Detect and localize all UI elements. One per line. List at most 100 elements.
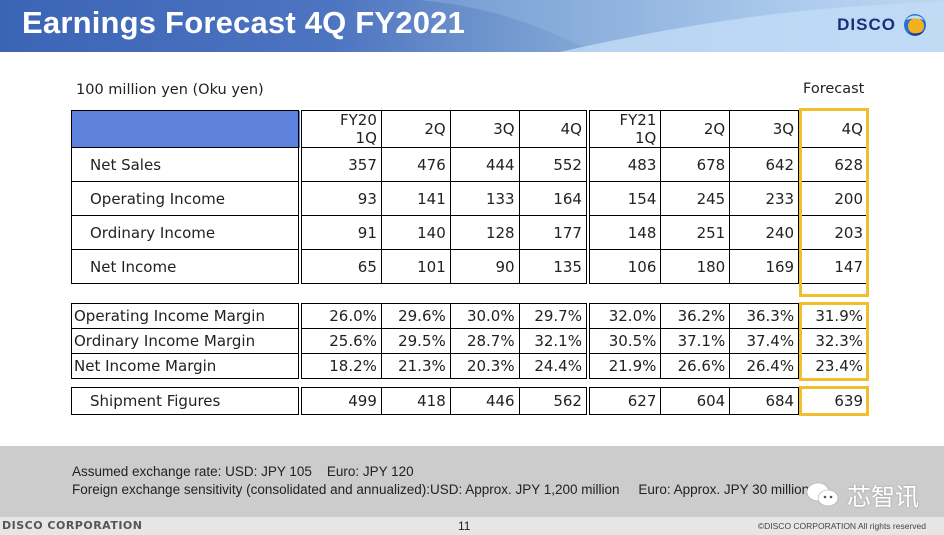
- forecast-value-cell: 203: [798, 215, 868, 250]
- margin-row: Net Income Margin 18.2% 21.3% 20.3% 24.4% 21.…: [71, 353, 868, 379]
- watermark: 芯智讯: [805, 477, 919, 512]
- financials-row: Net Income 65 101 90 135 106 180 169 147: [71, 249, 868, 284]
- forecast-value-cell: 32.3%: [798, 328, 868, 354]
- value-cell: 101: [380, 249, 451, 284]
- row-label: Net Income Margin: [71, 353, 303, 379]
- value-cell: 106: [587, 249, 662, 284]
- value-cell: 128: [449, 215, 520, 250]
- margin-row: Ordinary Income Margin 25.6% 29.5% 28.7% 32.…: [71, 328, 868, 354]
- value-cell: 65: [299, 249, 382, 284]
- column-header: 2Q: [380, 110, 451, 148]
- value-cell: 678: [660, 147, 731, 182]
- watermark-text: 芯智讯: [847, 483, 919, 511]
- value-cell: 552: [518, 147, 590, 182]
- value-cell: 140: [380, 215, 451, 250]
- value-cell: 604: [660, 387, 731, 415]
- value-cell: 21.9%: [587, 353, 662, 379]
- disco-logo: DISCO: [837, 12, 928, 38]
- value-cell: 32.1%: [518, 328, 590, 354]
- row-label: Shipment Figures: [71, 387, 303, 415]
- fx-sensitivity-note: Foreign exchange sensitivity (consolidat…: [72, 482, 810, 497]
- value-cell: 240: [729, 215, 800, 250]
- value-cell: 26.4%: [729, 353, 800, 379]
- header-wave-decoration: [420, 0, 944, 52]
- forecast-value-cell: 147: [798, 249, 868, 284]
- row-label: Ordinary Income Margin: [71, 328, 303, 354]
- fx-notes-band: [0, 446, 944, 517]
- value-cell: 446: [449, 387, 520, 415]
- row-label: Operating Income Margin: [71, 303, 303, 329]
- shipments-body: Shipment Figures 499 418 446 562 627 604 684 639: [71, 387, 868, 415]
- value-cell: 21.3%: [380, 353, 451, 379]
- shipments-table: Shipment Figures 499 418 446 562 627 604 684 639: [71, 387, 868, 415]
- value-cell: 37.1%: [660, 328, 731, 354]
- value-cell: 483: [587, 147, 662, 182]
- forecast-label: Forecast: [803, 81, 865, 97]
- row-label: Ordinary Income: [71, 215, 303, 250]
- value-cell: 444: [449, 147, 520, 182]
- value-cell: 627: [587, 387, 662, 415]
- margins-body: Operating Income Margin 26.0% 29.6% 30.0% 29…: [71, 303, 868, 379]
- value-cell: 36.2%: [660, 303, 731, 329]
- value-cell: 91: [299, 215, 382, 250]
- financials-table: FY20 1Q 2Q 3Q 4Q FY21 1Q 2Q 3Q 4Q Net Sale…: [71, 110, 868, 284]
- unit-label: 100 million yen (Oku yen): [76, 82, 264, 98]
- value-cell: 29.6%: [380, 303, 451, 329]
- value-cell: 135: [518, 249, 590, 284]
- value-cell: 28.7%: [449, 328, 520, 354]
- financials-row: Operating Income 93 141 133 164 154 245 233 200: [71, 181, 868, 216]
- slide-title: Earnings Forecast 4Q FY2021: [22, 5, 466, 40]
- forecast-value-cell: 628: [798, 147, 868, 182]
- value-cell: 36.3%: [729, 303, 800, 329]
- value-cell: 418: [380, 387, 451, 415]
- value-cell: 141: [380, 181, 451, 216]
- column-header: FY20 1Q: [299, 110, 382, 148]
- value-cell: 133: [449, 181, 520, 216]
- value-cell: 37.4%: [729, 328, 800, 354]
- value-cell: 562: [518, 387, 590, 415]
- financials-body: Net Sales 357 476 444 552 483 678 642 628 Operati…: [71, 147, 868, 284]
- wechat-icon: [806, 482, 839, 506]
- table-header-row: FY20 1Q 2Q 3Q 4Q FY21 1Q 2Q 3Q 4Q: [71, 110, 868, 148]
- value-cell: 30.5%: [587, 328, 662, 354]
- forecast-value-cell: 31.9%: [798, 303, 868, 329]
- value-cell: 32.0%: [587, 303, 662, 329]
- value-cell: 684: [729, 387, 800, 415]
- value-cell: 499: [299, 387, 382, 415]
- value-cell: 93: [299, 181, 382, 216]
- header-blank-cell: [71, 110, 303, 148]
- value-cell: 169: [729, 249, 800, 284]
- value-cell: 29.5%: [380, 328, 451, 354]
- row-label: Net Income: [71, 249, 303, 284]
- slide-footer: [0, 517, 944, 535]
- value-cell: 642: [729, 147, 800, 182]
- value-cell: 476: [380, 147, 451, 182]
- value-cell: 357: [299, 147, 382, 182]
- column-header: 3Q: [449, 110, 520, 148]
- page-number: 11: [458, 519, 471, 533]
- column-header: 3Q: [729, 110, 800, 148]
- value-cell: 177: [518, 215, 590, 250]
- value-cell: 90: [449, 249, 520, 284]
- forecast-value-cell: 23.4%: [798, 353, 868, 379]
- value-cell: 26.6%: [660, 353, 731, 379]
- row-label: Net Sales: [71, 147, 303, 182]
- value-cell: 180: [660, 249, 731, 284]
- value-cell: 29.7%: [518, 303, 590, 329]
- fx-rate-note: Assumed exchange rate: USD: JPY 105 Euro…: [72, 464, 414, 479]
- footer-company: DISCO CORPORATION: [2, 519, 143, 532]
- financials-row: Ordinary Income 91 140 128 177 148 251 240 203: [71, 215, 868, 250]
- value-cell: 233: [729, 181, 800, 216]
- value-cell: 251: [660, 215, 731, 250]
- slide-header: Earnings Forecast 4Q FY2021 DISCO: [0, 0, 944, 52]
- row-label: Operating Income: [71, 181, 303, 216]
- value-cell: 30.0%: [449, 303, 520, 329]
- copyright: ©DISCO CORPORATION All rights reserved: [757, 521, 926, 531]
- value-cell: 245: [660, 181, 731, 216]
- column-header: 2Q: [660, 110, 731, 148]
- value-cell: 24.4%: [518, 353, 590, 379]
- column-header: 4Q: [518, 110, 590, 148]
- column-header-forecast: 4Q: [798, 110, 868, 148]
- value-cell: 20.3%: [449, 353, 520, 379]
- financials-row: Net Sales 357 476 444 552 483 678 642 628: [71, 147, 868, 182]
